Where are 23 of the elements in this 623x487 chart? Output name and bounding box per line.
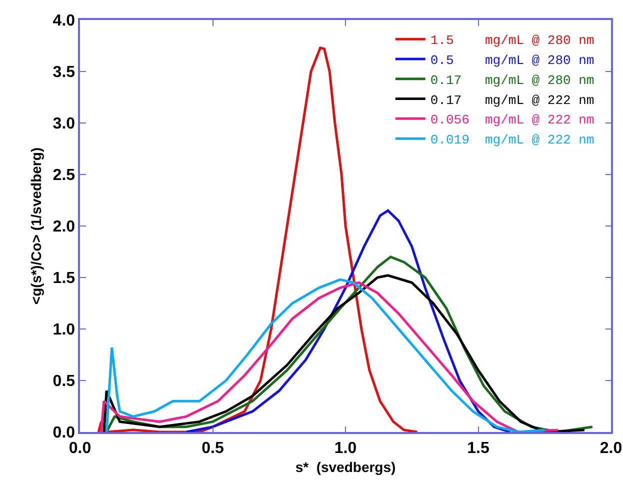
x-tick-label: 2.0 bbox=[600, 440, 622, 457]
y-axis-title: <g(s*)/Co> (1/svedberg) bbox=[28, 147, 44, 305]
legend-label: 1.5 mg/mL @ 280 nm bbox=[430, 33, 594, 48]
x-tick-label: 0.0 bbox=[68, 440, 92, 457]
x-tick-label: 1.5 bbox=[467, 440, 490, 457]
y-tick-label: 0.0 bbox=[52, 424, 76, 442]
y-tick-label: 2.5 bbox=[52, 167, 76, 184]
line-series bbox=[97, 46, 418, 432]
y-tick-label: 1.5 bbox=[52, 270, 76, 288]
y-tick-label: 3.0 bbox=[52, 116, 76, 133]
y-tick-label: 0.5 bbox=[52, 373, 76, 390]
y-tick-label: 1.0 bbox=[52, 322, 76, 339]
x-tick-label: 0.5 bbox=[202, 440, 224, 457]
legend-label: 0.056 mg/mL @ 222 nm bbox=[430, 112, 594, 128]
x-axis-title: s* (svedbergs) bbox=[295, 458, 396, 475]
y-tick-label: 2.0 bbox=[52, 218, 76, 236]
y-tick-label: 3.5 bbox=[52, 64, 76, 82]
y-tick-label: 4.0 bbox=[52, 12, 76, 30]
x-tick-label: 1.0 bbox=[334, 440, 357, 457]
legend-label: 0.17 mg/mL @ 280 nm bbox=[430, 72, 594, 88]
legend-label: 0.019 mg/mL @ 222 nm bbox=[430, 132, 594, 148]
legend-label: 0.5 mg/mL @ 280 nm bbox=[430, 53, 594, 68]
legend-label: 0.17 mg/mL @ 222 nm bbox=[430, 92, 594, 108]
